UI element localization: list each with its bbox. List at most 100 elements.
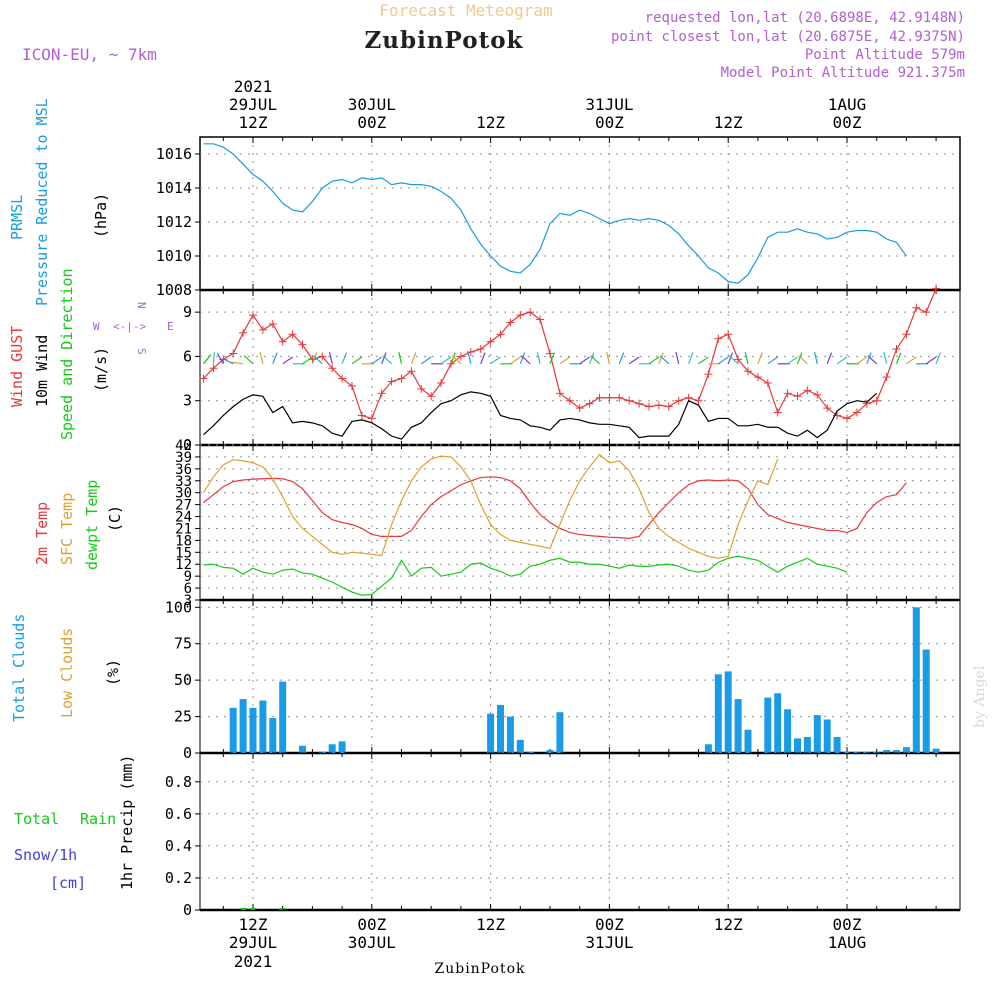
y-tick-label: 25 xyxy=(174,708,192,726)
wind-direction-arrow xyxy=(243,355,254,365)
wind-direction-arrow xyxy=(341,352,348,365)
rain-label: Rain xyxy=(80,810,116,828)
cloud-bar xyxy=(259,700,267,753)
top-day-label: 30JUL xyxy=(348,95,396,114)
wind-direction-arrow xyxy=(787,356,798,365)
cloud-bar xyxy=(239,699,247,753)
series-line-prmsl xyxy=(203,143,907,284)
wind-direction-arrow xyxy=(925,356,937,365)
y-tick-label: 75 xyxy=(174,635,192,653)
panel-frame xyxy=(199,444,961,601)
wind-compass: N S W E <-|-> xyxy=(93,302,174,355)
hpa-label: (hPa) xyxy=(92,193,110,238)
total-label: Total xyxy=(14,810,59,828)
cloud-bar xyxy=(823,719,831,753)
wind-10m-label: 10m Wind xyxy=(33,335,51,407)
wind-direction-arrow xyxy=(381,352,387,365)
wind-direction-arrow xyxy=(222,357,234,365)
compass-s: S xyxy=(135,348,148,355)
y-tick-label: 12 xyxy=(175,557,192,573)
wind-direction-arrow xyxy=(744,351,749,364)
wind-direction-arrow xyxy=(311,352,318,365)
wind-direction-arrow xyxy=(590,355,600,365)
bottom-hour-label: 00Z xyxy=(595,915,624,934)
y-tick-label: 1012 xyxy=(156,213,192,231)
y-tick-label: 33 xyxy=(175,474,192,490)
bottom-day-label: 1AUG xyxy=(828,933,867,952)
temp-unit-label: (C) xyxy=(106,505,124,532)
wind-direction-arrow xyxy=(420,356,432,365)
bottom-hour-label: 12Z xyxy=(476,915,505,934)
bottom-hour-label: 00Z xyxy=(357,915,386,934)
y-tick-label: 0 xyxy=(183,436,192,454)
top-day-label: 31JUL xyxy=(585,95,633,114)
wind-direction-arrow xyxy=(675,351,680,364)
cloud-bar xyxy=(843,751,851,753)
cloud-bar xyxy=(556,712,564,753)
top-hour-label: 00Z xyxy=(595,113,624,132)
cloud-bar xyxy=(338,741,346,753)
temp-sfc-label: SFC Temp xyxy=(58,493,76,565)
cloud-bar xyxy=(506,716,514,753)
wind-direction-arrow xyxy=(579,356,590,365)
model-point-altitude: Model Point Altitude 921.375m xyxy=(721,65,965,81)
wind-direction-arrow xyxy=(536,351,541,364)
precip-bar xyxy=(279,908,287,910)
wind-direction-arrow xyxy=(549,352,555,365)
wind-direction-arrow xyxy=(606,351,610,364)
wind-direction-arrow xyxy=(351,356,363,365)
y-tick-label: 6 xyxy=(184,581,192,597)
wind-direction-arrow xyxy=(798,355,808,365)
cloud-bar xyxy=(833,736,841,753)
wind-direction-arrow xyxy=(519,352,526,365)
cloud-bar xyxy=(803,736,811,753)
panel-frame xyxy=(199,752,961,911)
cloud-bar xyxy=(774,693,782,753)
wind-direction-arrow xyxy=(883,351,888,364)
compass-arrows: <-|-> xyxy=(113,320,146,333)
wind-labels: Wind GUST 10m Wind Speed and Direction (… xyxy=(8,268,110,440)
cloud-bar xyxy=(299,745,306,753)
top-day-label: 1AUG xyxy=(828,95,867,114)
y-tick-label: 27 xyxy=(175,498,192,514)
station-name: ZubinPotok xyxy=(365,27,524,54)
wind-direction-arrow xyxy=(313,355,323,365)
wind-direction-arrow xyxy=(658,352,664,365)
y-tick-label: 1016 xyxy=(156,145,192,163)
y-tick-label: 18 xyxy=(175,533,192,549)
year-label-top: 2021 xyxy=(234,77,273,96)
closest-coords: point closest lon,lat (20.6875E, 42.9375… xyxy=(611,29,965,45)
wind-direction-arrow xyxy=(688,352,694,365)
y-tick-label: 3 xyxy=(184,593,192,609)
cloud-bar xyxy=(279,681,287,753)
wind-direction-arrow xyxy=(906,356,917,365)
temp-labels: 2m Temp SFC Temp dewpt Temp (C) xyxy=(33,480,124,570)
y-tick-label: 42 xyxy=(175,438,192,454)
prmsl-label: PRMSL xyxy=(8,195,26,240)
wind-direction-arrow xyxy=(490,356,501,365)
wind-direction-arrow xyxy=(628,356,640,365)
wind-direction-arrow xyxy=(510,356,521,365)
wind-direction-arrow xyxy=(272,352,278,365)
cloud-bar xyxy=(813,715,821,753)
wind-direction-arrow xyxy=(866,352,872,365)
cloud-bar xyxy=(922,649,930,753)
y-tick-label: 9 xyxy=(183,303,192,321)
wind-direction-arrow xyxy=(727,352,734,365)
percent-label: (%) xyxy=(104,659,122,686)
compass-n: N xyxy=(135,302,148,309)
cloud-bar xyxy=(853,751,861,753)
y-tick-label: 1010 xyxy=(156,247,192,265)
y-tick-label: 0.2 xyxy=(165,869,192,887)
panel-frames xyxy=(199,136,961,912)
wind-direction-arrow xyxy=(450,352,456,365)
bottom-day-label: 29JUL xyxy=(229,933,277,952)
credit-watermark: by Angel xyxy=(972,665,988,728)
forecast-title: Forecast Meteogram xyxy=(379,1,552,20)
cloud-bar xyxy=(873,751,881,753)
wind-direction-arrow xyxy=(410,352,417,365)
precip-bar xyxy=(249,908,257,910)
pressure-labels: PRMSL Pressure Reduced to MSL (hPa) xyxy=(8,98,110,306)
wind-speed-dir-label: Speed and Direction xyxy=(58,268,76,440)
y-tick-label: 36 xyxy=(175,462,192,478)
